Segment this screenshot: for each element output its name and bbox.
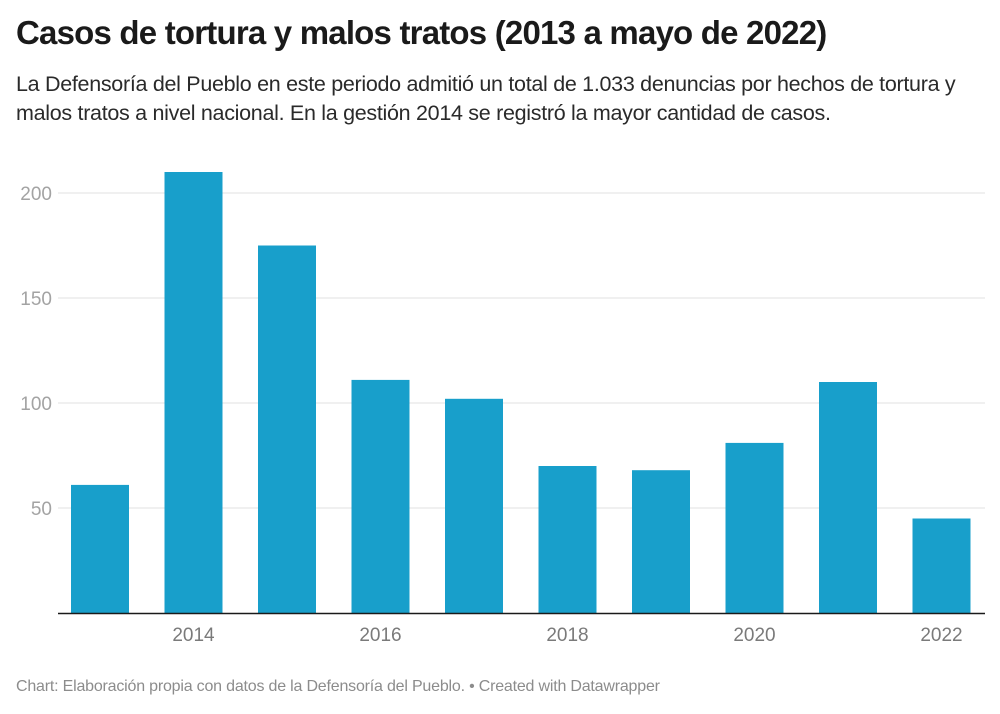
bar-2016: [351, 379, 410, 613]
bars: [71, 172, 971, 613]
x-axis-ticks: 2014 2016 2018 2020 2022: [172, 625, 962, 646]
chart-title: Casos de tortura y malos tratos (2013 a …: [16, 14, 827, 51]
bar-2022: [912, 518, 971, 613]
x-tick-label: 2016: [359, 625, 401, 646]
chart-subtitle: La Defensoría del Pueblo en este periodo…: [16, 72, 956, 125]
y-tick-label: 150: [20, 289, 52, 310]
bar-2018: [538, 466, 597, 613]
bar-2019: [632, 470, 690, 613]
bar-2014: [164, 172, 223, 613]
bar-2015: [258, 245, 316, 613]
bar-2017: [445, 398, 503, 613]
y-tick-label: 50: [31, 499, 52, 520]
x-tick-label: 2022: [920, 625, 962, 646]
chart-footer-credit: Chart: Elaboración propia con datos de l…: [16, 678, 660, 695]
bar-2021: [819, 382, 877, 613]
x-tick-label: 2014: [172, 625, 215, 646]
bar-2013: [71, 484, 129, 613]
y-axis-ticks: 50 100 150 200: [20, 184, 52, 520]
y-tick-label: 100: [20, 394, 52, 415]
y-tick-label: 200: [20, 184, 52, 205]
bar-2020: [725, 442, 784, 613]
x-tick-label: 2018: [546, 625, 588, 646]
x-tick-label: 2020: [733, 625, 775, 646]
